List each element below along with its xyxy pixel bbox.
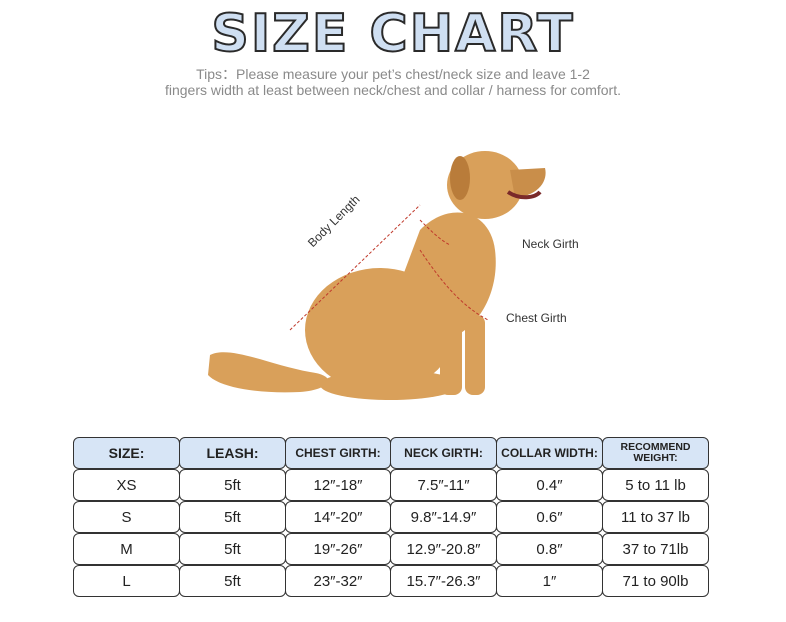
table-cell: 1″	[496, 565, 603, 597]
table-cell: 5ft	[179, 469, 286, 501]
table-cell: S	[73, 501, 180, 533]
table-cell: 5ft	[179, 533, 286, 565]
page-title: SIZE CHART	[210, 3, 575, 65]
chest-girth-line	[419, 249, 489, 321]
table-cell: 23″-32″	[285, 565, 391, 597]
table-cell: L	[73, 565, 180, 597]
dog-illustration	[208, 151, 546, 400]
table-header: RECOMMEND WEIGHT:	[602, 437, 709, 469]
table-cell: M	[73, 533, 180, 565]
table-cell: XS	[73, 469, 180, 501]
size-table: SIZE: LEASH: CHEST GIRTH: NECK GIRTH: COLLAR…	[73, 437, 709, 597]
table-cell: 9.8″-14.9″	[390, 501, 497, 533]
table-cell: 5 to 11 lb	[602, 469, 709, 501]
neck-girth-line	[419, 219, 451, 246]
table-header: NECK GIRTH:	[390, 437, 497, 469]
table-header: SIZE:	[73, 437, 180, 469]
tip-line-2: fingers width at least between neck/ches…	[164, 82, 621, 98]
dog-tail	[208, 352, 329, 393]
table-cell: 11 to 37 lb	[602, 501, 709, 533]
chest-girth-label: Chest Girth	[506, 311, 567, 325]
table-cell: 7.5″-11″	[390, 469, 497, 501]
table-cell: 71 to 90lb	[602, 565, 709, 597]
table-cell: 0.6″	[496, 501, 603, 533]
table-cell: 15.7″-26.3″	[390, 565, 497, 597]
table-cell: 12.9″-20.8″	[390, 533, 497, 565]
table-cell: 0.8″	[496, 533, 603, 565]
table-cell: 37 to 71lb	[602, 533, 709, 565]
table-cell: 19″-26″	[285, 533, 391, 565]
body-length-line	[289, 204, 421, 331]
table-cell: 12″-18″	[285, 469, 391, 501]
table-header: LEASH:	[179, 437, 286, 469]
table-cell: 0.4″	[496, 469, 603, 501]
table-header: CHEST GIRTH:	[285, 437, 391, 469]
neck-girth-label: Neck Girth	[522, 237, 579, 251]
table-header: COLLAR WIDTH:	[496, 437, 603, 469]
table-cell: 5ft	[179, 565, 286, 597]
tip-line-1: Tips：Please measure your pet’s chest/nec…	[196, 66, 590, 82]
table-cell: 14″-20″	[285, 501, 391, 533]
table-cell: 5ft	[179, 501, 286, 533]
